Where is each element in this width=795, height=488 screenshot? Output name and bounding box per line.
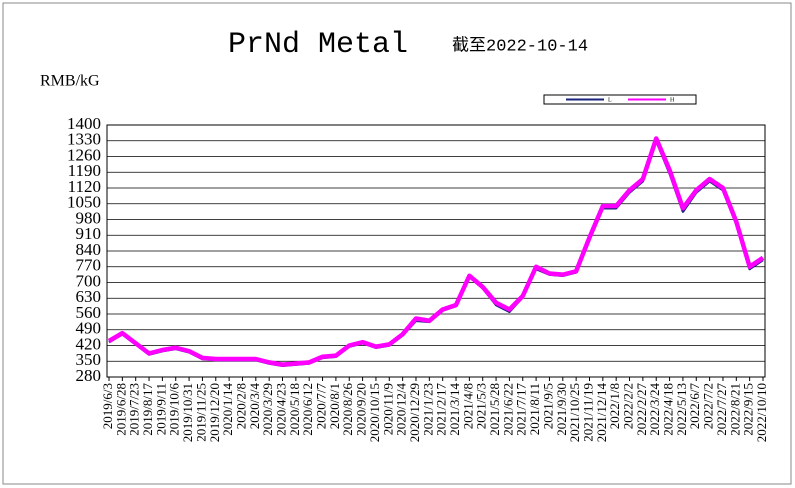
y-tick-label: 1050 — [67, 193, 101, 212]
x-tick-label: 2022/3/24 — [647, 383, 662, 436]
x-tick-label: 2021/7/17 — [514, 383, 529, 436]
x-tick-label: 2021/1/23 — [420, 383, 435, 436]
x-tick-label: 2021/12/14 — [594, 383, 609, 443]
x-tick-label: 2022/1/8 — [607, 383, 622, 429]
legend-label: H — [670, 97, 675, 103]
y-axis-label: RMB/kG — [40, 73, 100, 90]
x-tick-label: 2021/5/28 — [487, 383, 502, 436]
x-tick-label: 2022/2/27 — [634, 383, 649, 436]
chart-title: PrNd Metal — [228, 28, 408, 62]
x-tick-label: 2022/5/13 — [674, 383, 689, 436]
x-tick-label: 2019/9/11 — [153, 383, 168, 435]
x-tick-label: 2022/7/2 — [701, 383, 716, 429]
y-tick-label: 280 — [76, 366, 102, 385]
y-tick-label: 980 — [76, 208, 102, 227]
y-tick-label: 560 — [76, 303, 102, 322]
x-tick-label: 2020/11/9 — [380, 383, 395, 435]
x-tick-label: 2020/9/20 — [354, 383, 369, 436]
y-tick-label: 350 — [76, 350, 102, 369]
x-tick-label: 2022/4/18 — [661, 383, 676, 436]
x-tick-label: 2019/7/23 — [127, 383, 142, 436]
x-tick-label: 2022/10/10 — [754, 383, 769, 442]
x-tick-label: 2020/12/29 — [407, 383, 422, 442]
x-tick-label: 2019/6/3 — [100, 383, 115, 429]
x-tick-label: 2020/6/12 — [300, 383, 315, 436]
x-tick-label: 2021/4/8 — [460, 383, 475, 429]
y-tick-label: 1330 — [67, 130, 101, 149]
line-series — [107, 136, 765, 367]
y-tick-label: 840 — [76, 240, 102, 259]
x-tick-label: 2021/11/19 — [580, 383, 595, 442]
legend-label: L — [608, 97, 612, 103]
y-tick-label: 1120 — [68, 177, 101, 196]
x-tick-label: 2022/7/27 — [714, 383, 729, 436]
x-tick-label: 2019/10/6 — [167, 383, 182, 436]
x-tick-label: 2021/5/3 — [474, 383, 489, 429]
y-tick-label: 1260 — [67, 145, 101, 164]
x-tick-label: 2021/2/17 — [434, 383, 449, 436]
x-tick-label: 2020/8/26 — [340, 383, 355, 436]
chart-subtitle: 截至2022-10-14 — [452, 35, 588, 56]
x-tick-label: 2022/2/2 — [621, 383, 636, 429]
x-tick-label: 2019/11/25 — [193, 383, 208, 442]
x-tick-label: 2022/6/7 — [687, 383, 702, 430]
x-tick-label: 2021/9/30 — [554, 383, 569, 436]
x-tick-label: 2022/8/21 — [727, 383, 742, 436]
x-tick-label: 2021/10/25 — [567, 383, 582, 442]
y-tick-label: 490 — [76, 319, 102, 338]
x-tick-label: 2020/4/23 — [273, 383, 288, 436]
y-tick-label: 1190 — [68, 161, 101, 180]
x-tick-label: 2020/12/4 — [394, 383, 409, 436]
x-tick-label: 2019/10/31 — [180, 383, 195, 442]
x-tick-label: 2020/1/14 — [220, 383, 235, 436]
x-tick-label: 2020/2/8 — [233, 383, 248, 429]
legend — [543, 94, 697, 105]
x-tick-label: 2022/9/15 — [741, 383, 756, 436]
x-tick-label: 2021/3/14 — [447, 383, 462, 436]
x-tick-label: 2020/3/29 — [260, 383, 275, 436]
y-tick-label: 700 — [76, 271, 102, 290]
y-tick-label: 910 — [76, 224, 102, 243]
x-tick-label: 2020/7/7 — [314, 383, 329, 430]
x-tick-label: 2019/6/28 — [113, 383, 128, 436]
x-tick-label: 2021/8/11 — [527, 383, 542, 435]
y-tick-label: 1400 — [67, 114, 101, 133]
x-tick-label: 2021/9/5 — [540, 383, 555, 429]
x-tick-label: 2020/10/15 — [367, 383, 382, 442]
x-tick-label: 2021/6/22 — [500, 383, 515, 436]
x-tick-label: 2019/8/17 — [140, 383, 155, 436]
x-tick-label: 2020/3/4 — [247, 383, 262, 430]
x-tick-label: 2020/8/1 — [327, 383, 342, 429]
y-tick-label: 630 — [76, 287, 102, 306]
x-tick-label: 2019/12/20 — [207, 383, 222, 442]
y-tick-label: 770 — [76, 256, 102, 275]
y-tick-label: 420 — [76, 334, 102, 353]
x-tick-label: 2020/5/18 — [287, 383, 302, 436]
